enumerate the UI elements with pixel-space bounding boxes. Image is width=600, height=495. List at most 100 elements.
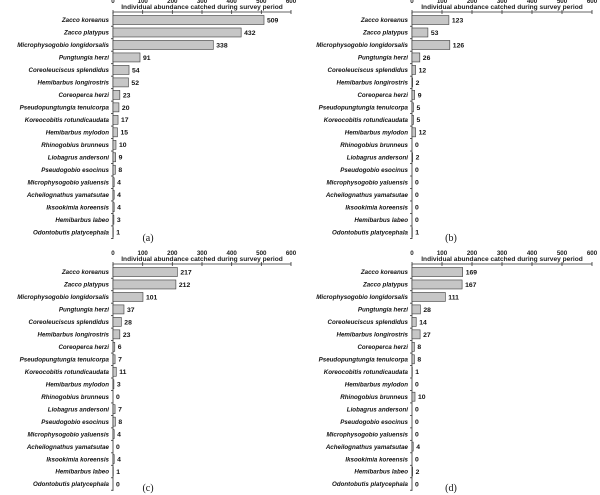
x-tick-label: 0 bbox=[410, 250, 414, 257]
category-label: Acheilognathus yamatsutae bbox=[26, 444, 110, 451]
data-label: 0 bbox=[415, 217, 419, 224]
bar-liobagrus-andersoni bbox=[411, 152, 413, 163]
data-label: 10 bbox=[119, 142, 127, 149]
data-label: 37 bbox=[127, 307, 135, 314]
data-label: 1 bbox=[116, 230, 120, 237]
category-label: Iksookimia koreensis bbox=[345, 456, 408, 463]
bar-zacco-koreanus bbox=[112, 15, 265, 25]
bar-iksookimia-koreensis bbox=[112, 202, 115, 212]
category-label: Coreoperca herzi bbox=[357, 344, 408, 351]
bar-microphysogobio-longidorsalis bbox=[411, 292, 446, 302]
bar-zacco-platypus bbox=[112, 27, 242, 38]
category-label: Koreocobitis rotundicaudata bbox=[25, 369, 110, 376]
data-label: 12 bbox=[419, 67, 427, 74]
x-tick-label: 0 bbox=[410, 0, 414, 5]
bar-microphysogobio-longidorsalis bbox=[411, 40, 451, 50]
category-label: Microphysogobio yaluensis bbox=[28, 431, 110, 438]
bar-pseudopungtungia-tenuicorpa bbox=[411, 354, 415, 365]
bar-acheilognathus-yamatsutae bbox=[112, 189, 115, 200]
bar-pseudopungtungia-tenuicorpa bbox=[411, 102, 414, 113]
x-tick-label: 0 bbox=[111, 0, 115, 5]
data-label: 4 bbox=[117, 180, 121, 187]
data-label: 0 bbox=[415, 382, 419, 389]
data-label: 23 bbox=[123, 92, 131, 99]
category-label: Rhinogobius brunneus bbox=[340, 142, 408, 149]
data-label: 0 bbox=[415, 142, 419, 149]
x-tick-label: 500 bbox=[256, 0, 267, 5]
category-label: Pseudogobio esocinus bbox=[41, 167, 109, 174]
category-label: Acheilognathus yamatsutae bbox=[325, 192, 409, 199]
category-label: Hemibarbus mylodon bbox=[345, 130, 408, 137]
bar-iksookimia-koreensis bbox=[112, 454, 115, 464]
category-label: Pungtungia herzi bbox=[358, 55, 408, 62]
data-label: 0 bbox=[415, 432, 419, 439]
category-label: Zacco koreanus bbox=[360, 269, 409, 276]
category-label: Hemibarbus mylodon bbox=[345, 381, 408, 388]
data-label: 3 bbox=[117, 382, 121, 389]
chart-panel-c: Individual abundance catched during surv… bbox=[17, 250, 297, 494]
chart-panel-b: Individual abundance catched during surv… bbox=[316, 0, 598, 244]
category-label: Rhinogobius brunneus bbox=[340, 394, 408, 401]
category-label: Pungtungia herzi bbox=[59, 307, 109, 314]
x-axis-title: Individual abundance catched during surv… bbox=[121, 4, 283, 11]
bar-rhinogobius-brunneus bbox=[112, 140, 117, 150]
data-label: 3 bbox=[117, 217, 121, 224]
category-label: Microphysogobio yaluensis bbox=[28, 179, 110, 186]
data-label: 10 bbox=[418, 394, 426, 401]
x-tick-label: 200 bbox=[467, 250, 478, 257]
bar-koreocobitis-rotundicaudata bbox=[112, 115, 119, 125]
x-tick-label: 500 bbox=[557, 250, 568, 257]
bar-hemibarbus-mylodon bbox=[112, 379, 115, 390]
bar-coreoperca-herzi bbox=[411, 342, 415, 352]
x-axis-title: Individual abundance catched during surv… bbox=[421, 256, 583, 263]
data-label: 167 bbox=[465, 282, 477, 289]
data-label: 4 bbox=[117, 205, 121, 212]
data-label: 5 bbox=[417, 105, 421, 112]
category-label: Pseudogobio esocinus bbox=[340, 167, 408, 174]
bar-microphysogobio-yaluensis bbox=[112, 429, 115, 439]
bar-pseudogobio-esocinus bbox=[112, 416, 116, 427]
data-label: 7 bbox=[118, 357, 122, 364]
x-tick-label: 300 bbox=[197, 250, 208, 257]
category-label: Coreoperca herzi bbox=[58, 92, 109, 99]
data-label: 0 bbox=[415, 192, 419, 199]
category-label: Koreocobitis rotundicaudata bbox=[324, 369, 409, 376]
data-label: 0 bbox=[415, 205, 419, 212]
x-tick-label: 200 bbox=[167, 0, 178, 5]
data-label: 169 bbox=[466, 269, 478, 276]
chart-panel-d: Individual abundance catched during surv… bbox=[316, 250, 598, 494]
panel-label: (c) bbox=[142, 483, 153, 494]
data-label: 0 bbox=[415, 419, 419, 426]
bar-koreocobitis-rotundicaudata bbox=[411, 115, 414, 125]
category-label: Microphysogobio longidorsalis bbox=[17, 294, 109, 301]
category-label: Zacco platypus bbox=[63, 30, 110, 37]
category-label: Zacco koreanus bbox=[61, 17, 110, 24]
data-label: 1 bbox=[415, 369, 419, 376]
data-label: 0 bbox=[415, 180, 419, 187]
category-label: Pseudopungtungia tenuicorpa bbox=[319, 356, 409, 363]
data-label: 15 bbox=[120, 130, 128, 137]
category-label: Liobagrus andersoni bbox=[48, 154, 109, 161]
data-label: 0 bbox=[116, 444, 120, 451]
category-label: Liobagrus andersoni bbox=[347, 154, 408, 161]
bar-pungtungia-herzi bbox=[112, 52, 141, 63]
category-label: Zacco platypus bbox=[362, 30, 409, 37]
data-label: 6 bbox=[118, 344, 122, 351]
bar-pseudopungtungia-tenuicorpa bbox=[112, 354, 116, 365]
x-tick-label: 100 bbox=[138, 0, 149, 5]
x-tick-label: 500 bbox=[557, 0, 568, 5]
category-label: Liobagrus andersoni bbox=[347, 406, 408, 413]
data-label: 338 bbox=[216, 42, 228, 49]
x-tick-label: 600 bbox=[587, 250, 598, 257]
data-label: 0 bbox=[415, 456, 419, 463]
category-label: Pungtungia herzi bbox=[59, 55, 109, 62]
data-label: 12 bbox=[419, 130, 427, 137]
category-label: Acheilognathus yamatsutae bbox=[26, 192, 110, 199]
bar-microphysogobio-longidorsalis bbox=[112, 292, 144, 302]
x-tick-label: 200 bbox=[167, 250, 178, 257]
category-label: Microphysogobio longidorsalis bbox=[17, 42, 109, 49]
data-label: 14 bbox=[419, 319, 427, 326]
panel-label: (a) bbox=[142, 233, 153, 244]
data-label: 0 bbox=[415, 167, 419, 174]
